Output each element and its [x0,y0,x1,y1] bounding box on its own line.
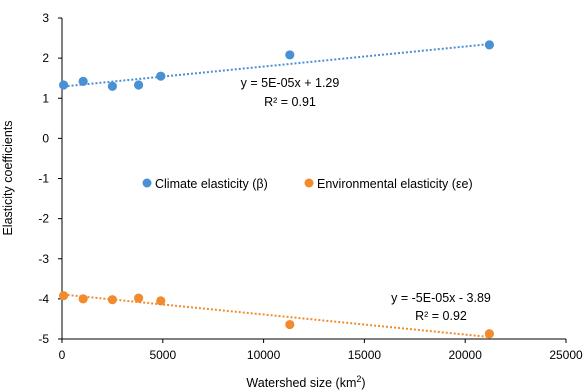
x-axis-title-text: Watershed size (km [246,376,356,390]
climate-trendline [63,43,490,88]
environmental-data-point [107,295,117,305]
legend-label-climate: Climate elasticity (β) [155,177,268,191]
climate-data-point [156,71,166,81]
x-tick-label: 10000 [247,348,281,362]
y-tick-label: 0 [42,131,49,145]
climate-equation-label: y = 5E-05x + 1.29 [241,76,340,90]
environmental-equation-label: y = -5E-05x - 3.89 [391,291,491,305]
y-tick-label: -5 [38,332,49,346]
x-axis-ticks: 0 5000 10000 15000 20000 25000 [59,339,583,362]
x-tick-label: 20000 [449,348,483,362]
x-axis-title-suffix: ) [361,376,365,390]
y-tick-label: -3 [38,252,49,266]
climate-data-point [59,80,69,90]
y-tick-label: -4 [38,292,49,306]
legend: Climate elasticity (β) Environmental ela… [142,177,473,191]
x-tick-label: 25000 [549,348,583,362]
x-tick-label: 0 [59,348,66,362]
climate-data-point [107,81,117,91]
x-axis-title: Watershed size (km2) [246,374,365,390]
climate-data-point [134,80,144,90]
trendlines [63,43,490,338]
y-tick-label: 1 [42,91,49,105]
environmental-data-point [285,319,295,330]
legend-marker-environmental [304,178,314,188]
environmental-r2-label: R² = 0.92 [415,309,467,323]
x-tick-label: 5000 [149,348,176,362]
data-points [59,40,494,339]
environmental-data-point [78,294,88,304]
climate-r2-label: R² = 0.91 [264,95,316,109]
legend-label-environmental: Environmental elasticity (εe) [317,177,473,191]
legend-marker-climate [142,178,152,188]
y-axis-title: Elasticity coefficients [1,120,15,235]
climate-data-point [285,50,295,60]
x-axis-title-superscript: 2 [356,374,361,384]
y-axis-ticks: 3 2 1 0 -1 -2 -3 -4 -5 [38,11,62,346]
x-tick-label: 15000 [348,348,382,362]
climate-data-point [78,76,88,86]
y-tick-label: -2 [38,212,49,226]
climate-data-point [484,40,494,50]
environmental-trendline [63,293,490,338]
environmental-data-point [134,293,144,303]
y-tick-label: 2 [42,51,49,65]
environmental-data-point [59,291,69,301]
y-tick-label: 3 [42,11,49,25]
y-tick-label: -1 [38,172,49,186]
environmental-data-point [156,296,166,306]
trendline-equations: y = 5E-05x + 1.29 R² = 0.91 y = -5E-05x … [241,76,491,323]
environmental-data-point [484,329,494,339]
